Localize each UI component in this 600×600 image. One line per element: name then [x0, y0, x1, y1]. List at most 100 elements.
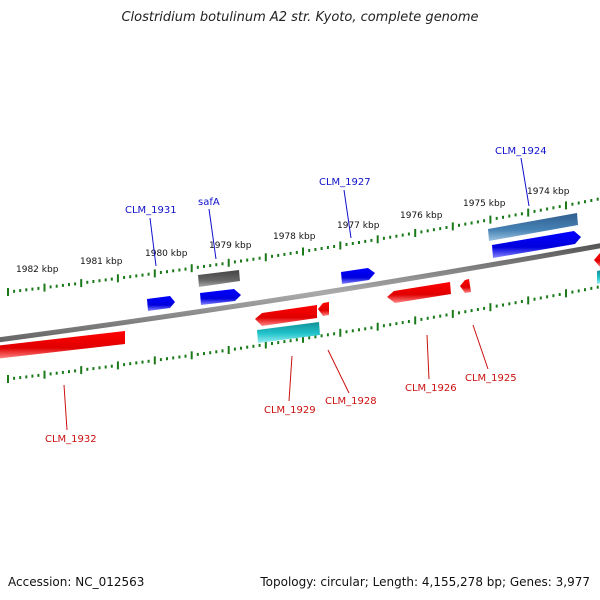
outer-scale-major-tick: [227, 258, 230, 267]
outer-scale-major-tick: [565, 201, 567, 210]
inner-scale-minor-tick: [258, 343, 261, 347]
gene-label-clm-1924[interactable]: CLM_1924: [495, 146, 547, 157]
outer-scale-minor-tick: [445, 226, 448, 229]
inner-scale-minor-tick: [135, 361, 138, 365]
inner-scale-minor-tick: [203, 352, 205, 356]
outer-scale-major-tick: [451, 222, 454, 231]
inner-scale-minor-tick: [74, 369, 77, 373]
outer-scale-minor-tick: [333, 245, 336, 248]
gene-clm-1929[interactable]: [255, 305, 317, 326]
outer-scale-minor-tick: [295, 251, 298, 254]
gene-pseudo-near-safa[interactable]: [198, 270, 240, 287]
outer-scale-minor-tick: [141, 273, 144, 277]
inner-scale-minor-tick: [55, 371, 58, 375]
gene-clm-1928[interactable]: [318, 302, 329, 316]
inner-scale-minor-tick: [407, 320, 410, 323]
outer-scale-minor-tick: [577, 201, 580, 205]
outer-scale-major-tick: [527, 208, 530, 217]
genome-summary-text: Topology: circular; Length: 4,155,278 bp…: [260, 575, 590, 589]
gene-label-clm-1925[interactable]: CLM_1925: [465, 373, 517, 384]
outer-scale-minor-tick: [533, 209, 536, 213]
inner-scale-minor-tick: [364, 327, 367, 331]
gene-clm-1924[interactable]: [492, 231, 581, 258]
outer-scale-minor-tick: [172, 269, 175, 273]
inner-scale-major-tick: [376, 322, 379, 331]
outer-scale-minor-tick: [432, 228, 435, 232]
gene-clm-1926[interactable]: [387, 282, 451, 303]
inner-scale-minor-tick: [401, 321, 404, 325]
outer-scale-minor-tick: [508, 214, 511, 218]
inner-scale-minor-tick: [552, 294, 555, 298]
inner-scale-minor-tick: [233, 347, 236, 351]
gene-rna-clm-1929[interactable]: [257, 322, 320, 343]
outer-scale-major-tick: [80, 279, 83, 288]
gene-clm-1925[interactable]: [460, 279, 471, 293]
inner-scale-major-tick: [43, 370, 46, 379]
inner-scale-minor-tick: [283, 340, 286, 344]
gene-clm-1927[interactable]: [341, 268, 375, 284]
inner-scale-minor-tick: [458, 311, 460, 315]
outer-scale-minor-tick: [345, 243, 348, 246]
inner-scale-minor-tick: [520, 300, 523, 303]
outer-scale-minor-tick: [308, 249, 311, 252]
gene-rna-right-edge[interactable]: [597, 270, 600, 284]
outer-scale-minor-tick: [61, 283, 64, 287]
inner-scale-major-tick: [339, 328, 342, 337]
outer-scale-minor-tick: [370, 238, 373, 242]
gene-clm-1932[interactable]: [0, 331, 125, 359]
outer-scale-minor-tick: [123, 276, 126, 279]
outer-scale-minor-tick: [420, 230, 423, 234]
scale-ticks-outer: [7, 197, 599, 296]
outer-scale-minor-tick: [326, 246, 329, 249]
inner-scale-minor-tick: [445, 313, 448, 317]
gene-label-safa[interactable]: safA: [198, 197, 220, 208]
inner-scale-minor-tick: [420, 317, 423, 321]
gene-label-clm-1928[interactable]: CLM_1928: [325, 396, 377, 407]
inner-scale-minor-tick: [246, 345, 249, 349]
gene-label-clm-1931[interactable]: CLM_1931: [125, 205, 177, 216]
map-title: Clostridium botulinum A2 str. Kyoto, com…: [121, 10, 479, 25]
outer-scale-minor-tick: [19, 289, 22, 293]
gene-label-clm-1932[interactable]: CLM_1932: [45, 434, 97, 445]
inner-scale-minor-tick: [476, 308, 479, 311]
inner-scale-minor-tick: [333, 332, 336, 336]
outer-scale-minor-tick: [351, 242, 354, 245]
outer-scale-minor-tick: [401, 233, 404, 237]
gene-label-clm-1927[interactable]: CLM_1927: [319, 177, 371, 188]
inner-scale-minor-tick: [508, 302, 511, 306]
gene-label-clm-1926[interactable]: CLM_1926: [405, 383, 457, 394]
inner-scale-minor-tick: [295, 338, 298, 342]
outer-scale-major-tick: [153, 269, 156, 278]
outer-scale-minor-tick: [25, 288, 28, 292]
outer-scale-minor-tick: [68, 283, 70, 287]
outer-scale-minor-tick: [558, 205, 561, 209]
scale-label-1979: 1979 kbp: [209, 241, 252, 251]
outer-scale-minor-tick: [584, 200, 586, 204]
outer-scale-minor-tick: [49, 285, 52, 289]
outer-scale-minor-tick: [37, 286, 40, 290]
inner-scale-minor-tick: [13, 376, 16, 380]
inner-scale-minor-tick: [558, 293, 561, 296]
gene-reverse-right-edge[interactable]: [594, 252, 600, 267]
outer-scale-minor-tick: [520, 212, 523, 216]
gene-other-clm-1924[interactable]: [488, 213, 578, 241]
outer-scale-minor-tick: [571, 202, 574, 206]
inner-scale-major-tick: [565, 289, 567, 298]
gene-clm-1931[interactable]: [147, 296, 175, 311]
outer-scale-minor-tick: [514, 213, 517, 217]
reverse-label-leaders: [63, 324, 489, 431]
outer-scale-minor-tick: [458, 223, 460, 227]
gene-safa[interactable]: [200, 289, 241, 305]
scale-label-1982: 1982 kbp: [16, 265, 59, 275]
scale-label-1978: 1978 kbp: [273, 232, 316, 242]
outer-scale-minor-tick: [426, 229, 429, 233]
inner-scale-minor-tick: [196, 352, 199, 356]
inner-scale-minor-tick: [68, 370, 70, 374]
outer-scale-minor-tick: [110, 277, 113, 281]
outer-scale-major-tick: [190, 264, 193, 273]
inner-scale-minor-tick: [470, 309, 473, 313]
gene-label-clm-1929[interactable]: CLM_1929: [264, 405, 316, 416]
inner-scale-minor-tick: [252, 344, 255, 348]
outer-scale-minor-tick: [552, 206, 555, 210]
inner-scale-minor-tick: [271, 342, 273, 345]
